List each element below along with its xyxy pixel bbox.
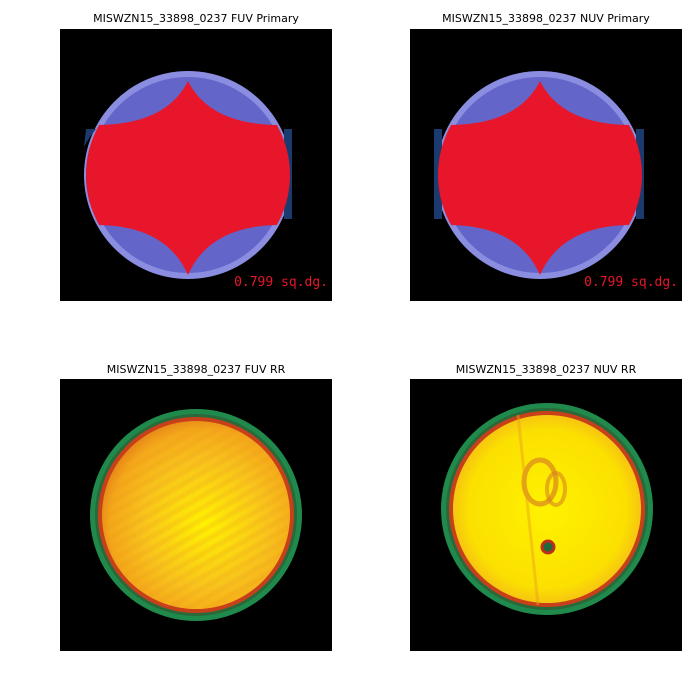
artifact-streak [516,414,540,606]
panel-title: MISWZN15_33898_0237 FUV Primary [93,12,299,25]
area-label: 0.799 sq.dg. [234,275,328,290]
plot-area [60,379,332,651]
plot-area: 0.799 sq.dg. [60,29,332,301]
plot-area: 0.799 sq.dg. [410,29,682,301]
plot-area [410,379,682,651]
panel-title: MISWZN15_33898_0237 NUV Primary [442,12,650,25]
dark-edge-left [84,129,96,147]
area-label: 0.799 sq.dg. [584,275,678,290]
response-striping [102,421,290,609]
panel-title: MISWZN15_33898_0237 FUV RR [106,363,286,376]
primary-coverage-image [84,71,292,279]
artifact-blob [545,471,567,507]
primary-coverage-image [434,71,644,279]
relative-response-image [90,409,302,621]
dark-edge-left-band [434,129,442,219]
panel-title: MISWZN15_33898_0237 NUV RR [455,363,637,376]
primary-region [438,81,642,275]
artifact-spot [540,539,556,555]
response-disk [453,415,641,603]
relative-response-image [441,403,653,615]
primary-region [86,81,290,275]
artifact-blob [521,457,559,507]
